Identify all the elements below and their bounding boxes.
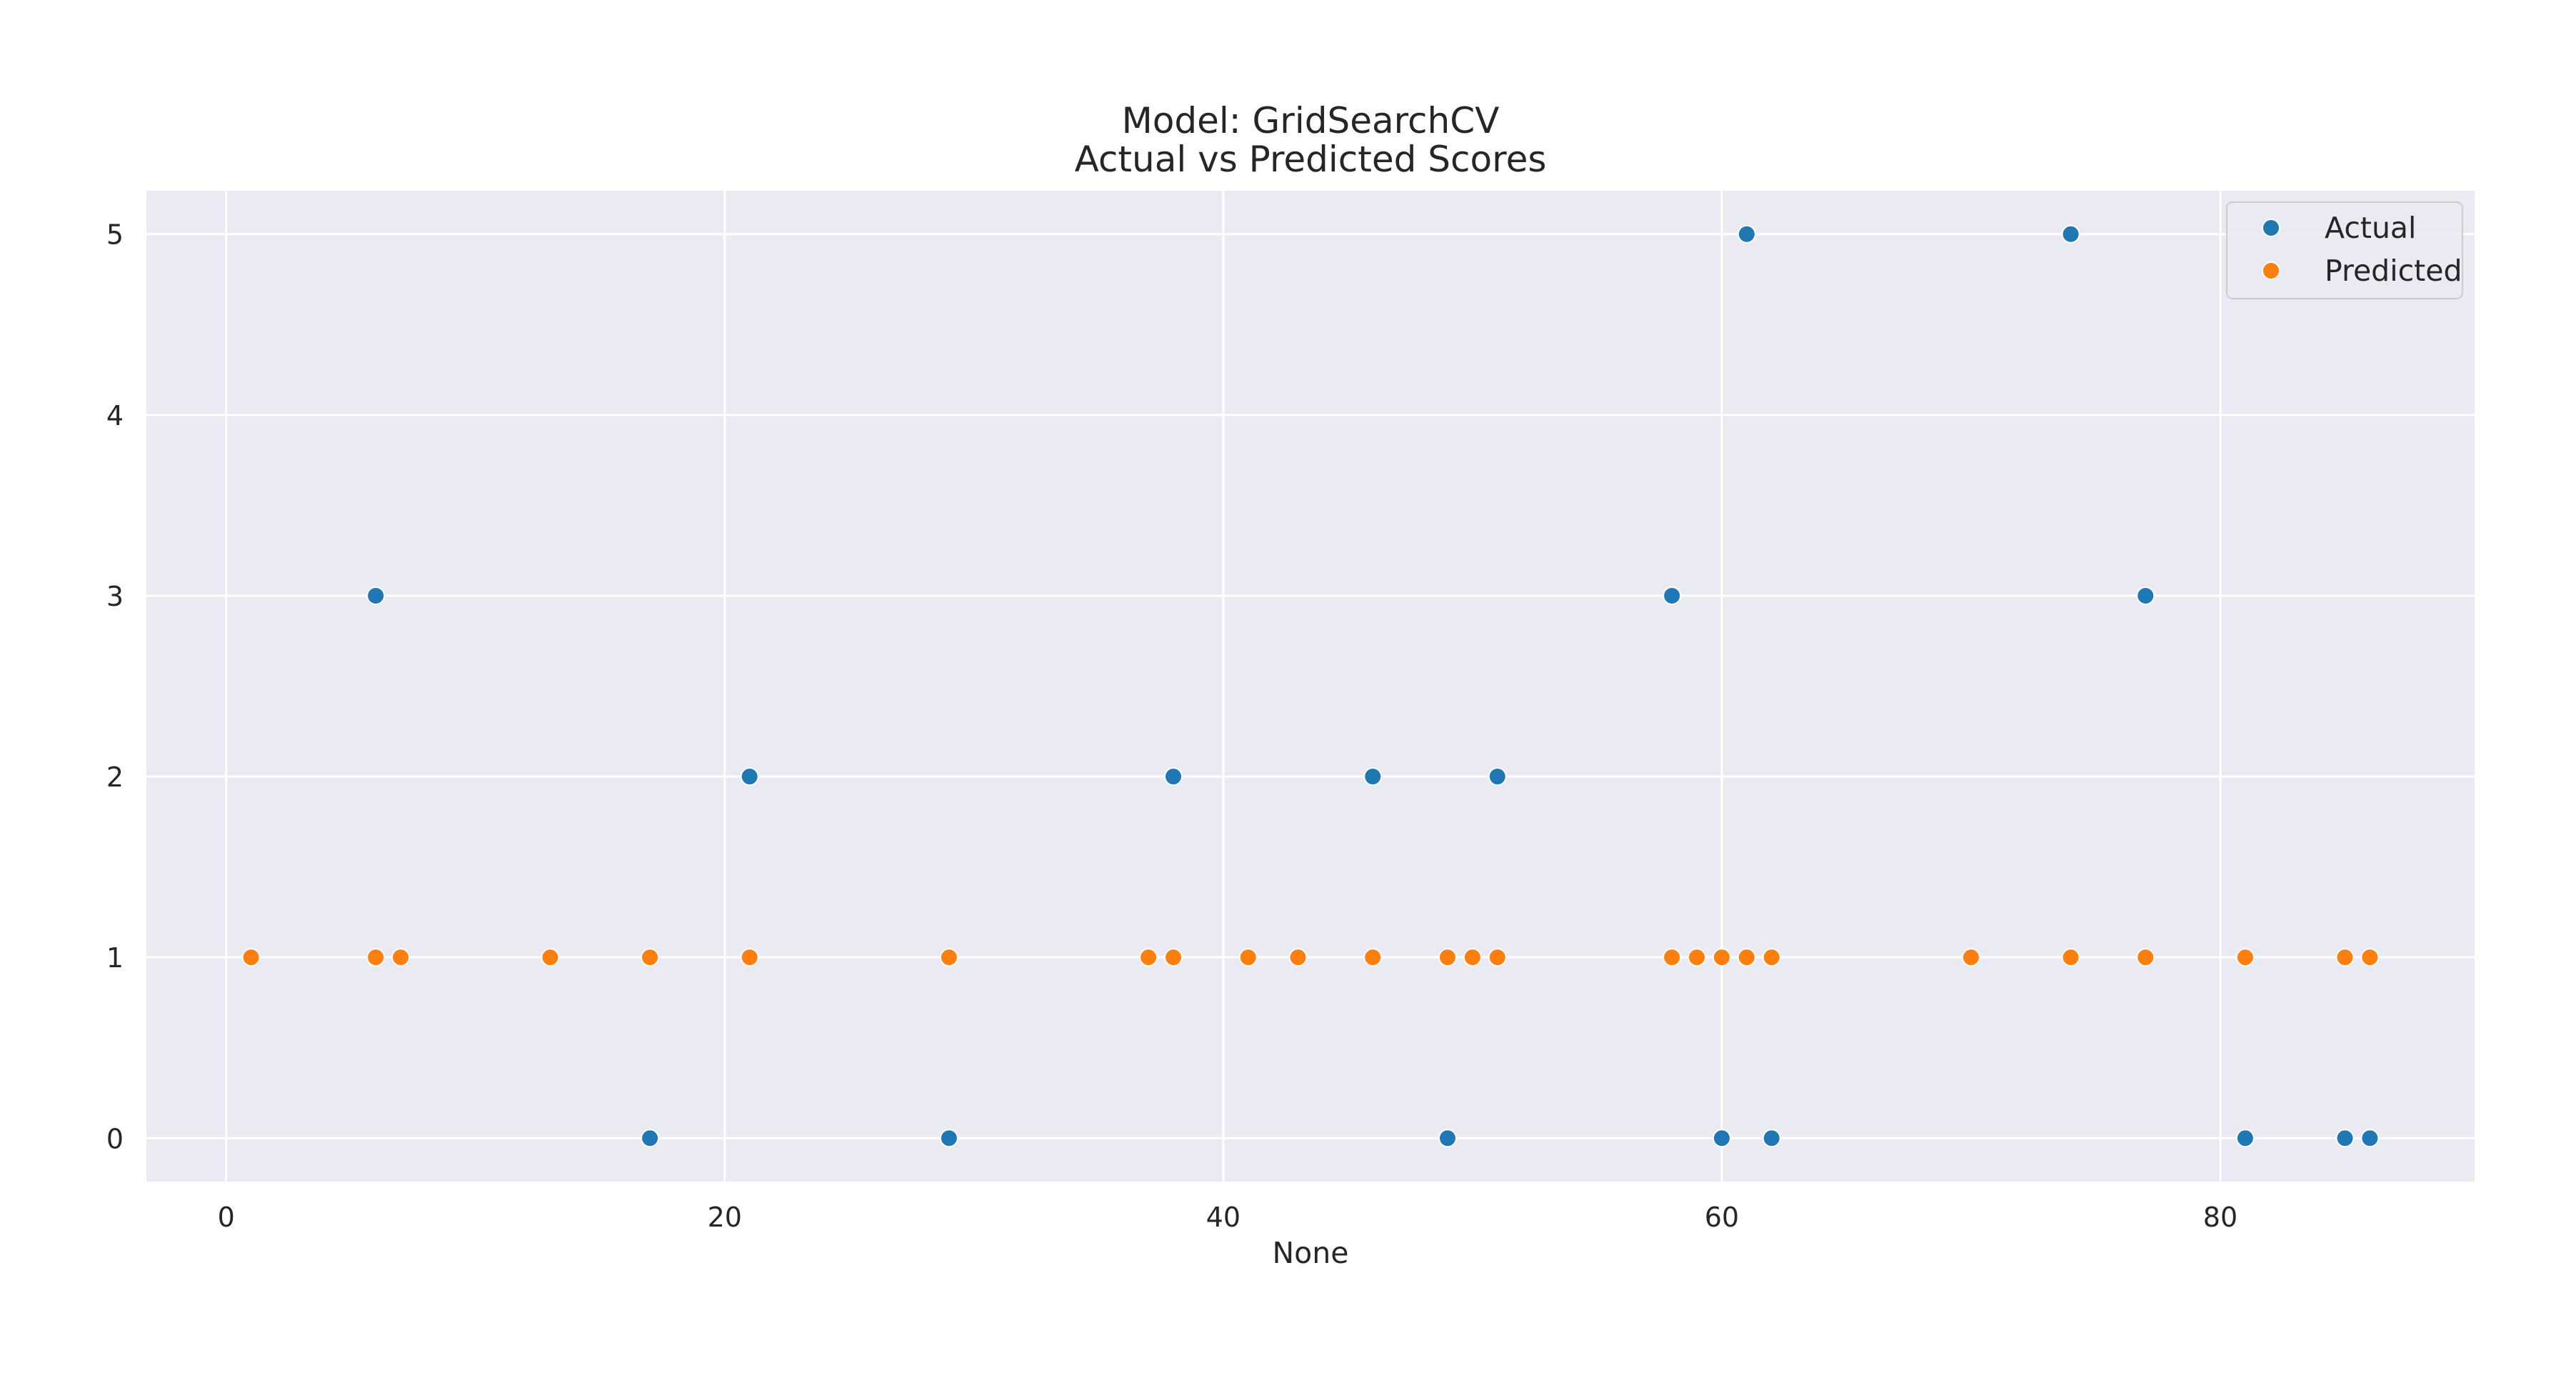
x-tick-label: 20 [708, 1202, 742, 1233]
point-predicted [2061, 948, 2080, 967]
point-predicted [1737, 948, 1756, 967]
point-predicted [1363, 948, 1383, 967]
y-tick-label: 1 [106, 942, 124, 974]
x-tick-label: 0 [218, 1202, 235, 1233]
point-predicted [1438, 948, 1457, 967]
point-predicted [1463, 948, 1482, 967]
point-actual [1737, 224, 1756, 244]
point-predicted [1488, 948, 1507, 967]
point-actual [1164, 767, 1183, 787]
point-actual [1762, 1129, 1781, 1148]
x-tick-label: 60 [1705, 1202, 1739, 1233]
point-predicted [391, 948, 411, 967]
point-predicted [1762, 948, 1781, 967]
chart-title-line2: Actual vs Predicted Scores [1075, 139, 1547, 180]
point-actual [2360, 1129, 2380, 1148]
point-predicted [641, 948, 660, 967]
point-actual [740, 767, 759, 787]
plot-area [146, 191, 2475, 1182]
y-tick-label: 3 [106, 581, 124, 612]
y-tick-label: 0 [106, 1123, 124, 1154]
point-predicted [740, 948, 759, 967]
point-predicted [1961, 948, 1980, 967]
point-predicted [2360, 948, 2380, 967]
series-actual [366, 224, 2380, 1148]
point-actual [2136, 586, 2155, 605]
chart-title-line1: Model: GridSearchCV [1122, 100, 1500, 141]
legend-box [2226, 201, 2463, 299]
point-predicted [541, 948, 560, 967]
point-predicted [366, 948, 386, 967]
point-actual [366, 586, 386, 605]
point-actual [1712, 1129, 1731, 1148]
tick-labels: 0 20 40 60 80 0 1 2 3 4 5 [106, 219, 2237, 1233]
point-predicted [1238, 948, 1258, 967]
point-actual [1663, 586, 1682, 605]
x-tick-label: 80 [2203, 1202, 2237, 1233]
point-predicted [2235, 948, 2255, 967]
y-tick-label: 2 [106, 762, 124, 793]
y-tick-label: 5 [106, 219, 124, 251]
point-actual [2061, 224, 2080, 244]
legend-marker-actual [2262, 219, 2280, 237]
point-predicted [2335, 948, 2355, 967]
y-tick-label: 4 [106, 400, 124, 431]
point-actual [1488, 767, 1507, 787]
point-predicted [1663, 948, 1682, 967]
point-predicted [1688, 948, 1707, 967]
point-actual [2335, 1129, 2355, 1148]
legend-marker-predicted [2262, 261, 2280, 280]
legend-label-actual: Actual [2325, 211, 2416, 245]
point-predicted [1288, 948, 1308, 967]
x-axis-label: None [1273, 1236, 1349, 1270]
grid-lines [146, 191, 2475, 1182]
legend-label-predicted: Predicted [2325, 254, 2462, 288]
series-predicted [241, 948, 2380, 967]
point-actual [641, 1129, 660, 1148]
data-points [241, 224, 2380, 1148]
point-actual [1438, 1129, 1457, 1148]
point-predicted [1164, 948, 1183, 967]
point-predicted [241, 948, 261, 967]
point-predicted [1712, 948, 1731, 967]
point-actual [1363, 767, 1383, 787]
point-actual [939, 1129, 958, 1148]
point-predicted [1139, 948, 1158, 967]
point-actual [2235, 1129, 2255, 1148]
x-tick-label: 40 [1206, 1202, 1241, 1233]
legend: Actual Predicted [2226, 201, 2463, 299]
point-predicted [939, 948, 958, 967]
point-predicted [2136, 948, 2155, 967]
